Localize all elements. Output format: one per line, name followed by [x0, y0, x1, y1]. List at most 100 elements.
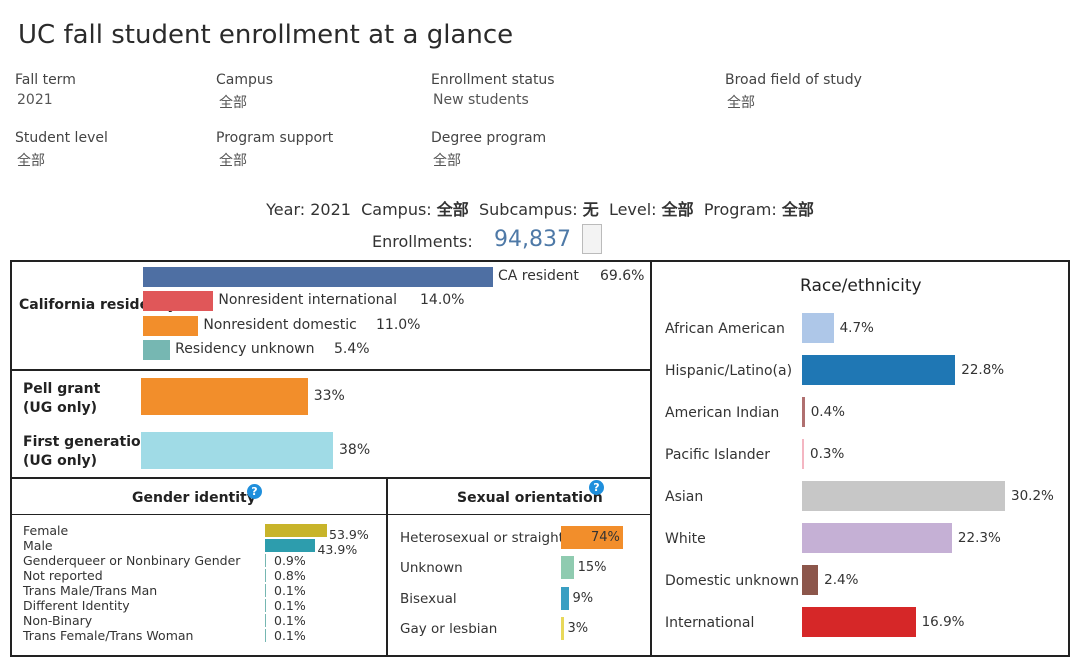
enrollments-label: Enrollments: — [372, 232, 473, 251]
summary-program: 全部 — [781, 200, 814, 219]
race-bar — [802, 523, 952, 553]
filter-label: Fall term — [15, 72, 76, 88]
gender-category-label: Different Identity — [23, 598, 130, 613]
gender-title: Gender identity — [132, 490, 256, 506]
residency-bar — [143, 267, 493, 287]
gender-bar — [265, 524, 327, 537]
gender-value-label: 0.1% — [274, 598, 306, 613]
residency-category-label: Nonresident international — [218, 292, 397, 308]
race-bar — [802, 439, 805, 469]
race-category-label: Pacific Islander — [665, 447, 770, 463]
filter-value: 全部 — [727, 95, 755, 111]
gender-value-label: 0.9% — [274, 553, 306, 568]
pell-value-label: 33% — [313, 388, 345, 404]
filter-label: Campus — [216, 72, 274, 88]
filter-value: 全部 — [17, 153, 45, 169]
firstgen-label-line2: (UG only) — [23, 453, 98, 469]
gender-value-label: 43.9% — [317, 542, 358, 557]
residency-bar — [143, 291, 214, 311]
race-bar — [802, 397, 805, 427]
race-value-label: 0.4% — [810, 404, 845, 420]
filter-program-support[interactable]: Program support 全部 — [216, 130, 333, 170]
summary-subcampus: 无 — [582, 200, 599, 219]
summary-campus-label: Campus: — [361, 200, 432, 219]
race-value-label: 0.3% — [810, 446, 845, 462]
gender-category-label: Non-Binary — [23, 613, 93, 628]
summary-subcampus-label: Subcampus: — [478, 200, 578, 219]
gender-value-label: 0.1% — [274, 613, 306, 628]
enrollments-indicator — [582, 224, 602, 254]
orientation-category-label: Gay or lesbian — [400, 621, 498, 637]
pell-value-label: 38% — [339, 442, 371, 458]
filter-label: Enrollment status — [431, 72, 555, 88]
race-category-label: International — [665, 615, 755, 631]
race-bar — [802, 565, 819, 595]
orientation-value-label: 3% — [567, 621, 589, 636]
gender-value-label: 0.1% — [274, 583, 306, 598]
race-value-label: 22.8% — [961, 362, 1005, 378]
residency-bar — [143, 340, 171, 360]
gender-bar — [265, 539, 316, 552]
help-icon[interactable]: ? — [589, 480, 604, 495]
race-value-label: 16.9% — [921, 614, 965, 630]
filter-degree-program[interactable]: Degree program 全部 — [431, 130, 546, 170]
race-bar — [802, 481, 1005, 511]
residency-category-label: Nonresident domestic — [203, 317, 357, 333]
residency-category-label: Residency unknown — [175, 341, 315, 357]
filter-label: Program support — [216, 130, 334, 146]
filter-value: 全部 — [433, 153, 461, 169]
filter-label: Degree program — [431, 130, 547, 146]
race-category-label: Asian — [665, 489, 704, 505]
gender-category-label: Male — [23, 538, 53, 553]
gender-bar — [265, 614, 266, 627]
gender-bar — [265, 569, 266, 582]
help-icon[interactable]: ? — [247, 484, 262, 499]
pell-bar — [141, 432, 333, 469]
residency-value-label: 11.0% — [376, 317, 421, 333]
gender-bar — [265, 584, 266, 597]
filter-enrollment-status[interactable]: Enrollment status New students — [431, 72, 555, 108]
filter-fall-term[interactable]: Fall term 2021 — [15, 72, 76, 108]
firstgen-label: First generation (UG only) — [23, 433, 151, 471]
gender-category-label: Female — [23, 523, 69, 538]
gender-bar — [265, 629, 266, 642]
gender-category-label: Not reported — [23, 568, 103, 583]
filter-value: 全部 — [219, 95, 247, 111]
filter-student-level[interactable]: Student level 全部 — [15, 130, 108, 170]
residency-value-label: 14.0% — [420, 292, 465, 308]
filter-label: Broad field of study — [725, 72, 862, 88]
race-bar — [802, 355, 956, 385]
gender-category-label: Genderqueer or Nonbinary Gender — [23, 553, 241, 568]
residency-value-label: 69.6% — [600, 268, 645, 284]
gender-category-label: Trans Female/Trans Woman — [23, 628, 194, 643]
race-category-label: Domestic unknown — [665, 573, 800, 589]
pell-label: Pell grant (UG only) — [23, 380, 100, 418]
filter-value: New students — [433, 92, 529, 108]
gender-bar — [265, 599, 266, 612]
orientation-value-label: 74% — [591, 530, 620, 545]
race-bar — [802, 607, 916, 637]
residency-bar — [143, 316, 199, 336]
gender-value-label: 53.9% — [329, 527, 369, 542]
pell-bar — [141, 378, 308, 415]
summary-line: Year: 2021 Campus: 全部 Subcampus: 无 Level… — [0, 196, 1080, 220]
filter-broad-field[interactable]: Broad field of study 全部 — [725, 72, 862, 112]
summary-year-label: Year: — [266, 200, 306, 219]
gender-value-label: 0.8% — [274, 568, 306, 583]
pell-label-line1: Pell grant — [23, 381, 101, 397]
orientation-title: Sexual orientation — [457, 490, 603, 506]
race-category-label: Hispanic/Latino(a) — [665, 363, 793, 379]
race-value-label: 2.4% — [824, 572, 859, 588]
gender-bar — [265, 554, 267, 567]
race-value-label: 22.3% — [957, 530, 1001, 546]
race-category-label: White — [665, 531, 706, 547]
residency-category-label: CA resident — [498, 268, 579, 284]
firstgen-label-line1: First generation — [23, 434, 151, 450]
divider — [10, 514, 388, 515]
summary-program-label: Program: — [703, 200, 777, 219]
filter-campus[interactable]: Campus 全部 — [216, 72, 273, 112]
filter-value: 全部 — [219, 153, 247, 169]
summary-year: 2021 — [310, 200, 351, 219]
orientation-bar — [561, 587, 569, 610]
filter-label: Student level — [15, 130, 108, 146]
